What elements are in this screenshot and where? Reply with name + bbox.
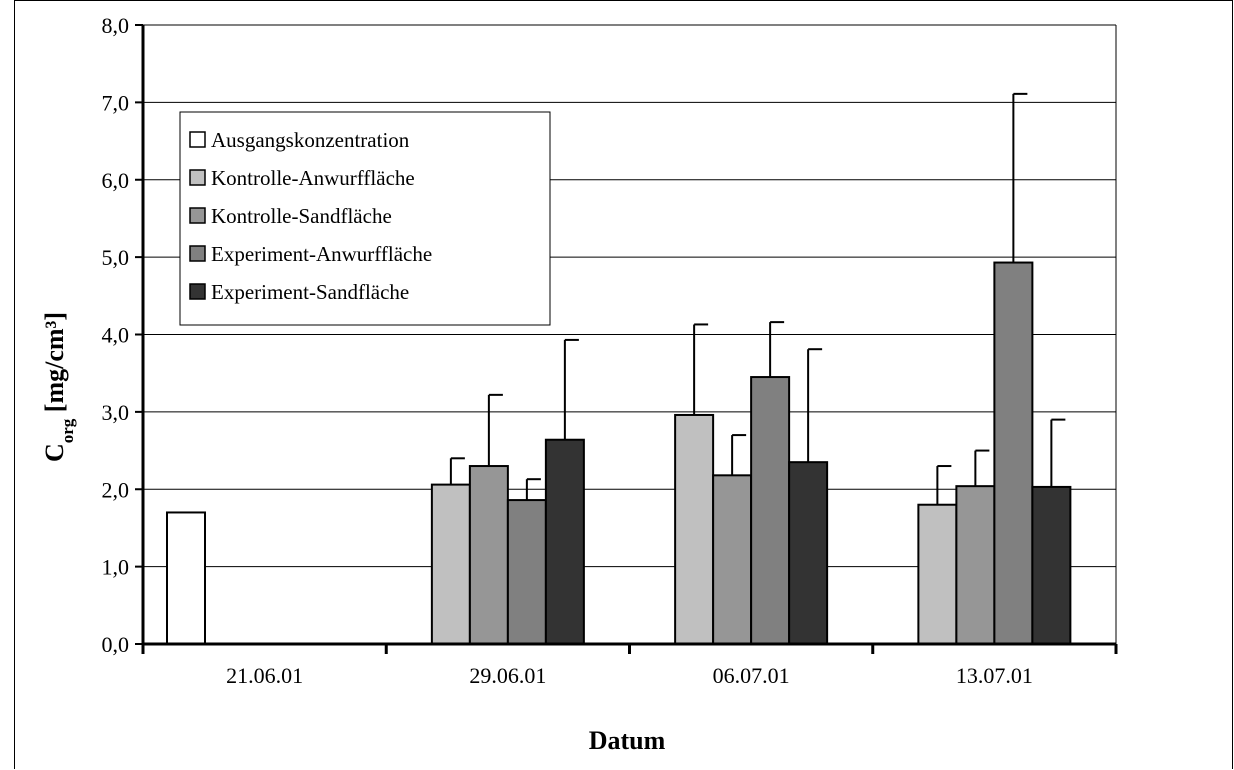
bar <box>955 485 996 645</box>
y-axis-title-main: C <box>40 443 69 462</box>
x-tick-label: 13.07.01 <box>956 663 1033 688</box>
axes <box>135 24 1118 654</box>
y-tick-label: 5,0 <box>102 245 130 270</box>
bar <box>750 376 791 645</box>
y-tick-label: 2,0 <box>102 477 130 502</box>
y-tick-labels: 0,0 1,0 2,0 3,0 4,0 5,0 6,0 7,0 8,0 <box>102 13 130 657</box>
bar <box>430 483 471 646</box>
y-tick-label: 0,0 <box>102 632 130 657</box>
y-tick-label: 1,0 <box>102 555 130 580</box>
legend: Ausgangskonzentration Kontrolle-Anwurfflä… <box>179 111 551 326</box>
x-tick-labels: 21.06.01 29.06.01 06.07.01 13.07.01 <box>226 663 1033 688</box>
legend-swatch <box>189 245 206 262</box>
bar <box>1031 485 1072 645</box>
legend-label: Ausgangskonzentration <box>211 128 410 152</box>
y-tick-label: 8,0 <box>102 13 130 38</box>
bar <box>468 465 509 645</box>
y-axis-title-unit: [mg/cm³] <box>40 312 69 419</box>
y-tick-label: 3,0 <box>102 400 130 425</box>
legend-swatch <box>189 131 206 148</box>
y-axis-title: Corg [mg/cm³] <box>40 312 77 462</box>
x-tick-label: 29.06.01 <box>469 663 546 688</box>
legend-label: Kontrolle-Sandfläche <box>211 204 392 228</box>
legend-label: Kontrolle-Anwurffläche <box>211 166 415 190</box>
chart-frame: 0,0 1,0 2,0 3,0 4,0 5,0 6,0 7,0 8,0 21.06.01 29.0… <box>14 0 1233 769</box>
legend-swatch <box>189 207 206 224</box>
bar <box>917 503 958 645</box>
x-tick-label: 21.06.01 <box>226 663 303 688</box>
x-tick-label: 06.07.01 <box>713 663 790 688</box>
legend-label: Experiment-Sandfläche <box>211 280 409 304</box>
chart-area: 0,0 1,0 2,0 3,0 4,0 5,0 6,0 7,0 8,0 21.06.01 29.0… <box>40 13 1118 755</box>
y-tick-label: 6,0 <box>102 168 130 193</box>
bar <box>506 499 547 645</box>
legend-label: Experiment-Anwurffläche <box>211 242 432 266</box>
y-tick-label: 4,0 <box>102 323 130 348</box>
legend-swatch <box>189 169 206 186</box>
legend-box <box>179 111 551 326</box>
bar <box>166 511 206 645</box>
y-tick-label: 7,0 <box>102 90 130 115</box>
legend-swatch <box>189 283 206 300</box>
x-axis-title: Datum <box>589 726 666 755</box>
bar <box>712 474 753 646</box>
y-axis-title-sub: org <box>58 418 77 443</box>
bar <box>544 438 585 646</box>
bars <box>166 261 1072 646</box>
bar <box>993 261 1034 645</box>
bar <box>674 413 715 645</box>
bar <box>788 461 829 646</box>
error-bars <box>449 92 1066 505</box>
